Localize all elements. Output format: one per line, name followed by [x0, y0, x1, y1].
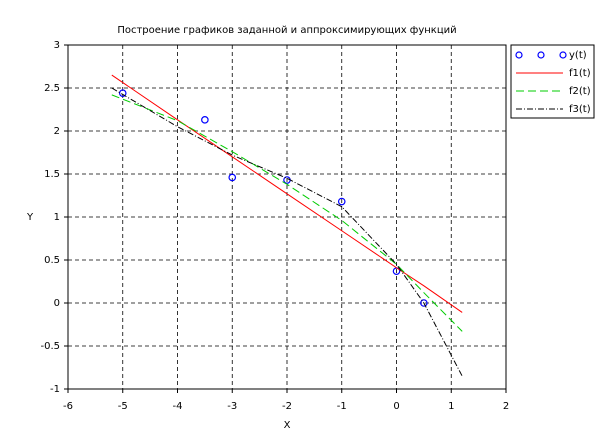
point: [118, 89, 127, 97]
legend-label: f3(t): [569, 104, 591, 115]
y-tick-label: 0.5: [44, 255, 60, 266]
x-tick-label: 0: [393, 401, 399, 412]
y-axis-label: Y: [26, 212, 34, 223]
y-tick-label: 1: [54, 212, 60, 223]
y-tick-label: 3: [54, 40, 60, 51]
y-tick-label: -0.5: [40, 341, 60, 352]
legend-marker: [515, 51, 523, 59]
legend-label: f2(t): [569, 86, 591, 97]
y-tick-label: -1: [50, 384, 60, 395]
legend-label: y(t): [569, 50, 587, 61]
point: [201, 116, 209, 124]
y-tick-label: 1.5: [44, 169, 60, 180]
legend-box: [510, 44, 595, 119]
x-tick-label: -2: [282, 401, 292, 412]
x-tick-label: -3: [227, 401, 237, 412]
x-tick-label: 2: [503, 401, 509, 412]
x-tick-label: -4: [173, 401, 183, 412]
legend-marker: [537, 51, 545, 59]
x-axis-label: X: [284, 420, 291, 431]
line: [111, 87, 463, 377]
chart-title: Построение графиков заданной и аппроксим…: [117, 25, 456, 36]
point: [420, 299, 428, 307]
plot-frame: [67, 44, 507, 390]
point: [337, 197, 346, 206]
x-tick-label: 1: [448, 401, 454, 412]
line: [111, 74, 463, 313]
y-tick-label: 2: [54, 126, 60, 137]
legend-label: f1(t): [569, 68, 591, 79]
y-tick-label: 0: [54, 298, 60, 309]
line: [111, 94, 463, 332]
x-tick-label: -5: [118, 401, 128, 412]
y-tick-label: 2.5: [44, 83, 60, 94]
x-tick-label: -6: [63, 401, 73, 412]
point: [228, 173, 237, 182]
legend-marker: [559, 51, 567, 59]
x-tick-label: -1: [337, 401, 347, 412]
